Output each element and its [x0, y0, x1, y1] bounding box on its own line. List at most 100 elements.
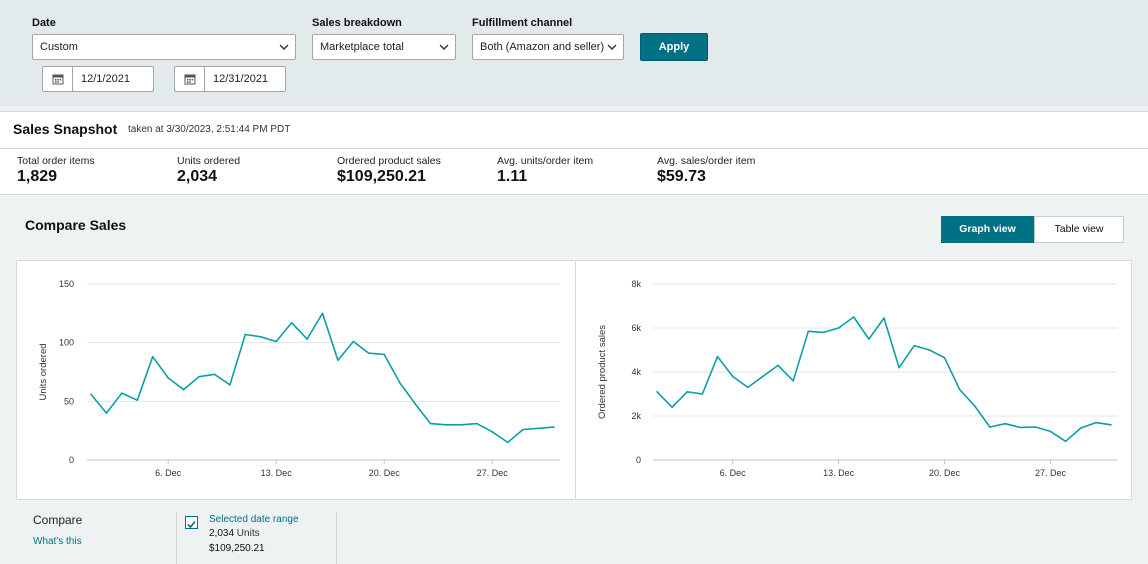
data-point	[1049, 430, 1052, 433]
selected-range-sales: $109,250.21	[209, 543, 265, 554]
data-point	[491, 431, 494, 433]
start-date-field[interactable]: 12/1/2021	[42, 66, 154, 92]
metric-value: 1.11	[497, 168, 528, 185]
data-point	[275, 340, 278, 343]
y-tick-label: 0	[69, 455, 74, 465]
filter-bar: Date Custom 12/1/2021 12/31/2021 Sales b…	[0, 0, 1148, 106]
data-point	[213, 373, 216, 376]
ordered-product-sales-chart: 0 2k 4k 6k 8k 6. Dec 13. Dec 20. Dec 27. Dec Orde…	[597, 279, 1117, 478]
data-point	[1079, 427, 1082, 429]
fulfillment-channel-label: Fulfillment channel	[472, 17, 573, 29]
chevron-down-icon	[439, 44, 449, 50]
data-point	[671, 406, 673, 408]
x-tick-label: 13. Dec	[823, 468, 855, 478]
end-date-field[interactable]: 12/31/2021	[174, 66, 286, 92]
sales-breakdown-value: Marketplace total	[320, 41, 404, 53]
data-point	[1034, 426, 1037, 428]
end-date-value: 12/31/2021	[213, 73, 269, 85]
selected-range-units: 2,034 Units	[209, 528, 260, 539]
y-tick-label: 150	[59, 279, 74, 289]
data-point	[807, 330, 810, 333]
range-units-value: 2,034	[209, 528, 235, 539]
data-point	[898, 366, 900, 369]
y-tick-label: 8k	[631, 279, 641, 289]
data-point	[792, 380, 794, 382]
data-point	[958, 388, 961, 391]
data-point	[989, 426, 991, 428]
data-point	[429, 422, 432, 425]
y-tick-label: 0	[636, 455, 641, 465]
data-point	[1064, 440, 1067, 443]
fulfillment-channel-value: Both (Amazon and seller)	[480, 41, 605, 53]
data-point	[1004, 422, 1006, 425]
x-tick-label: 6. Dec	[720, 468, 747, 478]
data-point	[198, 375, 200, 378]
data-point	[460, 424, 463, 426]
metric-label: Avg. sales/order item	[657, 155, 756, 167]
data-point	[822, 331, 825, 334]
data-point	[686, 391, 689, 393]
data-point	[762, 375, 764, 378]
x-tick-label: 13. Dec	[261, 468, 293, 478]
data-point	[701, 393, 704, 395]
data-point	[445, 424, 447, 426]
checkmark-icon	[187, 520, 196, 529]
fulfillment-channel-select[interactable]: Both (Amazon and seller)	[472, 34, 624, 60]
data-point	[943, 356, 946, 359]
chevron-down-icon	[279, 44, 289, 50]
data-point	[852, 316, 855, 318]
data-point	[337, 359, 339, 362]
metric-value: 1,829	[17, 168, 58, 185]
data-point	[121, 392, 123, 394]
data-point	[537, 427, 540, 430]
data-point	[229, 384, 231, 386]
data-point	[105, 412, 108, 414]
data-point	[974, 405, 976, 407]
y-tick-label: 4k	[631, 367, 641, 377]
y-axis-label: Units ordered	[38, 343, 49, 400]
metric-label: Total order items	[17, 155, 95, 167]
data-point	[928, 349, 931, 351]
data-point	[90, 393, 92, 396]
sales-snapshot-title: Sales Snapshot	[13, 121, 118, 137]
whats-this-link[interactable]: What's this	[33, 536, 82, 547]
data-point	[777, 364, 779, 367]
calendar-icon[interactable]	[43, 67, 73, 91]
data-point	[553, 426, 555, 428]
selected-date-range-checkbox[interactable]	[185, 516, 198, 529]
data-point	[259, 336, 262, 338]
metric-label: Units ordered	[177, 155, 241, 167]
selected-date-range-label: Selected date range	[209, 514, 299, 525]
date-select[interactable]: Custom	[32, 34, 296, 60]
data-point	[398, 381, 401, 384]
metric-ordered-product-sales: Ordered product sales $109,250.21	[337, 155, 441, 186]
compare-divider	[336, 512, 337, 564]
date-select-value: Custom	[40, 41, 78, 53]
compare-sales-title: Compare Sales	[25, 217, 127, 233]
y-tick-label: 6k	[631, 323, 641, 333]
y-tick-label: 2k	[631, 411, 641, 421]
calendar-icon[interactable]	[175, 67, 205, 91]
snapshot-timestamp: taken at 3/30/2023, 2:51:44 PM PDT	[128, 124, 291, 135]
data-point	[837, 327, 840, 329]
y-tick-label: 100	[59, 338, 74, 348]
chevron-down-icon	[607, 44, 617, 50]
data-point	[1110, 424, 1112, 426]
data-point	[716, 355, 719, 358]
x-tick-label: 20. Dec	[929, 468, 961, 478]
apply-button[interactable]: Apply	[640, 33, 708, 61]
y-tick-label: 50	[64, 396, 74, 406]
data-point	[476, 422, 478, 425]
compare-divider	[176, 512, 177, 564]
data-point	[290, 321, 293, 324]
graph-view-button[interactable]: Graph view	[941, 216, 1034, 243]
sales-breakdown-select[interactable]: Marketplace total	[312, 34, 456, 60]
data-point	[306, 338, 308, 340]
data-point	[321, 312, 324, 315]
units-ordered-chart: 0 50 100 150 6. Dec 13. Dec 20. Dec 27. Dec Unit…	[38, 279, 560, 478]
metric-value: 2,034	[177, 168, 218, 185]
data-point	[506, 441, 509, 444]
data-point	[151, 355, 154, 358]
table-view-button[interactable]: Table view	[1034, 216, 1124, 243]
metric-label: Avg. units/order item	[497, 155, 594, 167]
